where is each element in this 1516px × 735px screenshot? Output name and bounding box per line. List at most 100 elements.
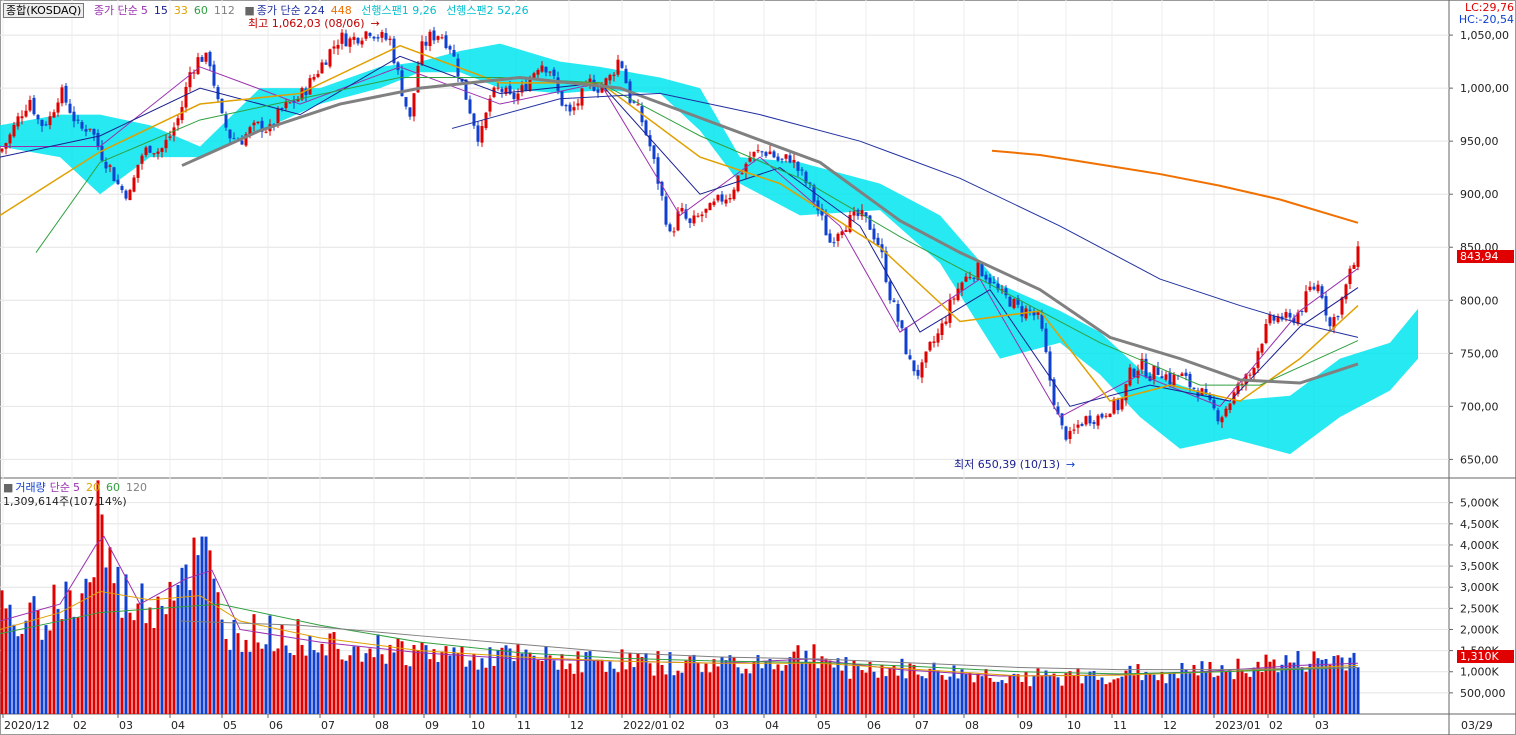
volume-bar [272,651,276,714]
candle-body [724,199,728,204]
volume-bar [1332,656,1336,714]
volume-bar [0,590,4,714]
volume-bar [412,644,416,714]
date-tick-label: 12 [570,719,584,732]
candle-body [524,84,528,91]
candle-body [1152,365,1156,380]
volume-bar [540,660,544,714]
volume-bar [436,661,440,714]
candle-body [332,46,336,49]
volume-bar [304,655,308,714]
volume-bar [964,674,968,714]
span1-label: 선행스팬1 9,26 [361,4,437,17]
volume-bar [1280,664,1284,714]
volume-bar [948,676,952,714]
volume-bar [820,656,824,714]
candle-body [808,182,812,184]
volume-bar [16,636,20,714]
candle-body [1168,372,1172,385]
volume-bar [1108,682,1112,714]
volume-bar [60,619,64,714]
date-tick-label: 08 [965,719,979,732]
volume-bar [1180,662,1184,714]
candle-body [864,212,868,217]
volume-bar [112,583,116,714]
price-tick-label: 900,00 [1460,188,1499,201]
candle-body [348,38,352,47]
volume-bar [328,633,332,714]
volume-bar [40,639,44,714]
volume-bar [332,632,336,714]
low-label: 최저 650,39 (10/13) [954,458,1061,471]
volume-bar [584,652,588,714]
volume-bar [1132,675,1136,714]
volume-tick-label: 5,000K [1460,497,1499,510]
volume-bar [1080,683,1084,714]
volume-bar [1032,676,1036,714]
span2-label: 선행스팬2 52,26 [446,4,529,17]
volume-bar [932,662,936,714]
volume-bar [32,596,36,714]
candle-body [20,116,24,119]
axis-labels: 1,050,001,000,00950,00900,00850,00800,00… [4,29,1509,732]
candle-body [460,78,464,82]
candle-body [1288,312,1292,318]
symbol-badge[interactable]: 종합(KOSDAQ) [3,3,85,18]
volume-bar [1016,674,1020,714]
volume-bar [1076,668,1080,714]
volume-bar [804,650,808,714]
candle-body [532,73,536,80]
volume-bar [972,682,976,714]
volume-bar [1120,676,1124,714]
volume-bar [740,673,744,714]
candle-body [1220,417,1224,423]
volume-bar [292,655,296,714]
candle-body [68,103,72,113]
candle-body [1144,358,1148,378]
volume-bar [748,673,752,714]
candle-body [940,323,944,336]
candle-body [1084,416,1088,425]
volume-bar [1312,651,1316,714]
date-tick-label: 06 [269,719,283,732]
candle-body [464,79,468,100]
candle-body [1308,286,1312,291]
volume-bar [164,614,168,714]
candle-body [480,126,484,143]
volume-ma-line-120 [179,620,1359,671]
volume-bar [344,660,348,714]
candle-body [1104,415,1108,417]
volume-bar [716,666,720,714]
volume-bar [220,619,224,714]
candle-body [1044,328,1048,353]
candle-body [736,175,740,192]
candle-body [352,36,356,40]
candle-body [164,139,168,149]
volume-bar [192,537,196,714]
candle-body [16,116,20,127]
candle-body [112,167,116,182]
candle-body [484,112,488,129]
volume-bar [324,655,328,714]
volume-bar [1156,680,1160,714]
candle-body [708,203,712,211]
candle-body [764,152,768,156]
volume-bar [396,638,400,714]
volume-bar [1356,667,1360,714]
candle-body [960,282,964,291]
volume-bar [404,665,408,714]
volume-bar [172,600,176,714]
candle-body [192,72,196,74]
candle-body [840,231,844,236]
candle-body [472,113,476,126]
candle-body [320,62,324,74]
volume-bar [224,638,228,714]
volume-bar [356,646,360,714]
volume-bar [556,669,560,714]
volume-bar [564,669,568,714]
volume-bar [664,674,668,714]
volume-bar [888,668,892,714]
volume-bar [1192,664,1196,714]
volume-bar [660,664,664,714]
volume-bar [636,653,640,714]
